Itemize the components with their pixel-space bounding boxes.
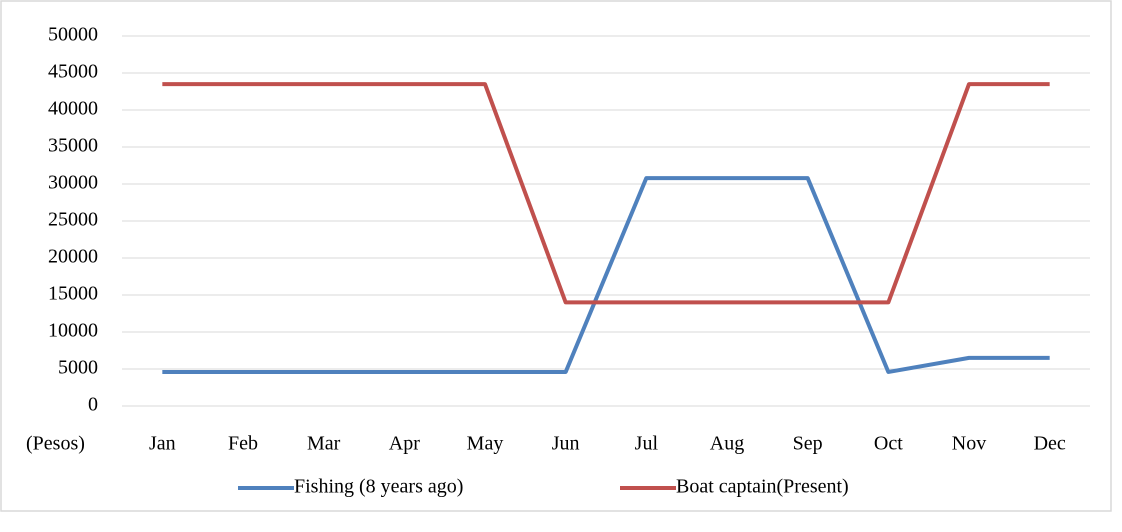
y-tick-label: 15000: [48, 283, 98, 305]
y-tick-label: 35000: [48, 135, 98, 157]
x-tick-label: Sep: [793, 433, 823, 455]
y-tick-label: 45000: [48, 61, 98, 83]
y-tick-label: 25000: [48, 209, 98, 231]
y-axis-label: (Pesos): [26, 433, 85, 455]
y-tick-label: 20000: [48, 246, 98, 268]
x-tick-label: Mar: [307, 433, 341, 455]
y-tick-label: 10000: [48, 320, 98, 342]
x-tick-label: May: [467, 433, 504, 455]
series-line: [162, 82, 1050, 305]
x-tick-label: Jul: [635, 433, 659, 455]
legend-label: Boat captain(Present): [676, 476, 849, 498]
x-tick-label: Feb: [228, 433, 258, 455]
y-tick-label: 40000: [48, 98, 98, 120]
x-tick-label: Jan: [149, 433, 176, 455]
x-tick-label: Jun: [552, 433, 580, 455]
x-tick-label: Dec: [1034, 433, 1066, 455]
x-tick-label: Oct: [874, 433, 903, 455]
series-line: [162, 176, 1050, 374]
x-tick-label: Aug: [710, 433, 744, 455]
x-tick-label: Nov: [952, 433, 986, 455]
y-tick-label: 5000: [58, 357, 98, 379]
x-tick-label: Apr: [389, 433, 420, 455]
y-tick-label: 50000: [48, 24, 98, 46]
y-tick-label: 0: [88, 394, 98, 416]
y-tick-label: 30000: [48, 172, 98, 194]
legend-label: Fishing (8 years ago): [294, 476, 463, 498]
